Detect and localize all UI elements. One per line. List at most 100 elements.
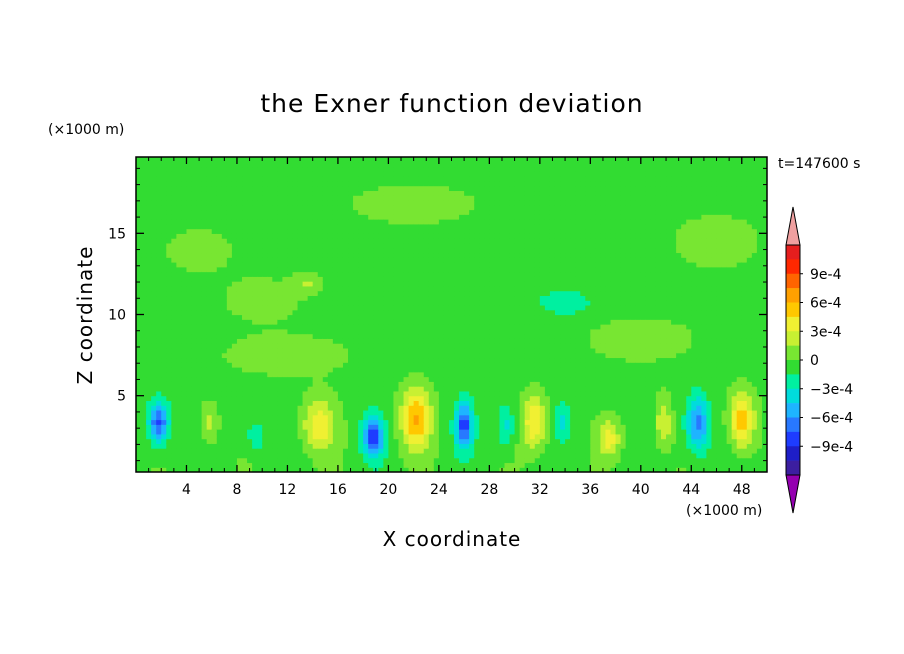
heatmap-cell bbox=[489, 448, 496, 454]
heatmap-cell bbox=[292, 233, 299, 239]
heatmap-cell bbox=[322, 257, 329, 263]
heatmap-cell bbox=[252, 367, 258, 373]
heatmap-cell bbox=[348, 367, 354, 373]
heatmap-cell bbox=[464, 290, 470, 297]
heatmap-cell bbox=[196, 343, 203, 349]
heatmap-cell bbox=[171, 457, 177, 464]
heatmap-cell bbox=[509, 409, 516, 416]
heatmap-cell bbox=[196, 381, 203, 387]
heatmap-cell bbox=[428, 319, 435, 325]
heatmap-cell bbox=[494, 242, 501, 249]
heatmap-cell bbox=[514, 257, 521, 263]
heatmap-cell bbox=[171, 233, 177, 239]
heatmap-cell bbox=[504, 386, 511, 392]
heatmap-cell bbox=[353, 409, 359, 416]
heatmap-cell bbox=[383, 266, 389, 273]
heatmap-cell bbox=[378, 247, 384, 254]
heatmap-cell bbox=[494, 209, 501, 215]
heatmap-cell bbox=[494, 290, 501, 297]
heatmap-cell bbox=[393, 285, 400, 292]
heatmap-cell bbox=[454, 266, 460, 273]
heatmap-cell bbox=[156, 247, 162, 254]
heatmap-cell bbox=[166, 199, 172, 206]
heatmap-cell bbox=[221, 262, 228, 268]
heatmap-cell bbox=[201, 352, 208, 359]
heatmap-cell bbox=[161, 414, 167, 421]
heatmap-cell bbox=[423, 376, 430, 382]
heatmap-cell bbox=[206, 262, 213, 268]
heatmap-cell bbox=[514, 433, 521, 440]
heatmap-cell bbox=[236, 199, 243, 206]
heatmap-cell bbox=[403, 405, 410, 411]
heatmap-cell bbox=[378, 448, 384, 454]
heatmap-cell bbox=[302, 438, 309, 444]
heatmap-cell bbox=[438, 285, 445, 292]
heatmap-cell bbox=[252, 443, 258, 449]
heatmap-cell bbox=[358, 433, 364, 440]
heatmap-cell bbox=[272, 199, 278, 206]
heatmap-cell bbox=[226, 443, 233, 449]
heatmap-cell bbox=[373, 281, 379, 287]
heatmap-cell bbox=[171, 223, 177, 230]
heatmap-cell bbox=[342, 419, 349, 425]
heatmap-cell bbox=[277, 429, 283, 435]
heatmap-cell bbox=[353, 199, 359, 206]
heatmap-cell bbox=[494, 362, 501, 368]
heatmap-cell bbox=[307, 195, 314, 201]
heatmap-cell bbox=[161, 405, 167, 411]
heatmap-cell bbox=[257, 386, 263, 392]
heatmap-cell bbox=[136, 452, 142, 459]
heatmap-cell bbox=[337, 233, 344, 239]
heatmap-cell bbox=[317, 180, 324, 187]
heatmap-cell bbox=[509, 328, 516, 335]
heatmap-cell bbox=[494, 405, 501, 411]
heatmap-cell bbox=[438, 290, 445, 297]
heatmap-cell bbox=[489, 223, 496, 230]
heatmap-cell bbox=[373, 314, 379, 320]
heatmap-cell bbox=[221, 290, 228, 297]
heatmap-cell bbox=[393, 242, 400, 249]
heatmap-cell bbox=[186, 424, 193, 430]
heatmap-cell bbox=[358, 257, 364, 263]
heatmap-cell bbox=[494, 457, 501, 464]
heatmap-cell bbox=[348, 223, 354, 230]
heatmap-cell bbox=[206, 161, 213, 168]
heatmap-cell bbox=[398, 161, 405, 168]
heatmap-cell bbox=[166, 290, 172, 297]
heatmap-cell bbox=[161, 419, 167, 425]
heatmap-cell bbox=[151, 319, 157, 325]
heatmap-cell bbox=[272, 324, 278, 330]
heatmap-cell bbox=[136, 314, 142, 320]
heatmap-cell bbox=[161, 157, 167, 163]
heatmap-cell bbox=[448, 300, 455, 306]
heatmap-cell bbox=[181, 271, 188, 277]
heatmap-cell bbox=[332, 228, 339, 234]
heatmap-cell bbox=[186, 395, 193, 402]
heatmap-cell bbox=[322, 409, 329, 416]
heatmap-cell bbox=[464, 409, 470, 416]
heatmap-cell bbox=[494, 219, 501, 225]
heatmap-cell bbox=[484, 452, 490, 459]
heatmap-cell bbox=[454, 386, 460, 392]
heatmap-cell bbox=[287, 347, 294, 354]
heatmap-cell bbox=[322, 424, 329, 430]
heatmap-cell bbox=[433, 438, 440, 444]
heatmap-cell bbox=[469, 343, 475, 349]
heatmap-cell bbox=[383, 166, 389, 172]
heatmap-cell bbox=[201, 338, 208, 344]
heatmap-cell bbox=[332, 238, 339, 244]
heatmap-cell bbox=[292, 271, 299, 277]
heatmap-cell bbox=[151, 238, 157, 244]
heatmap-cell bbox=[448, 242, 455, 249]
heatmap-cell bbox=[141, 166, 147, 172]
heatmap-cell bbox=[353, 433, 359, 440]
heatmap-cell bbox=[257, 395, 263, 402]
heatmap-cell bbox=[363, 161, 369, 168]
heatmap-cell bbox=[216, 371, 223, 378]
heatmap-cell bbox=[459, 166, 465, 172]
heatmap-cell bbox=[514, 381, 521, 387]
heatmap-cell bbox=[307, 214, 314, 220]
heatmap-cell bbox=[504, 290, 511, 297]
heatmap-cell bbox=[221, 304, 228, 311]
heatmap-cell bbox=[484, 414, 490, 421]
